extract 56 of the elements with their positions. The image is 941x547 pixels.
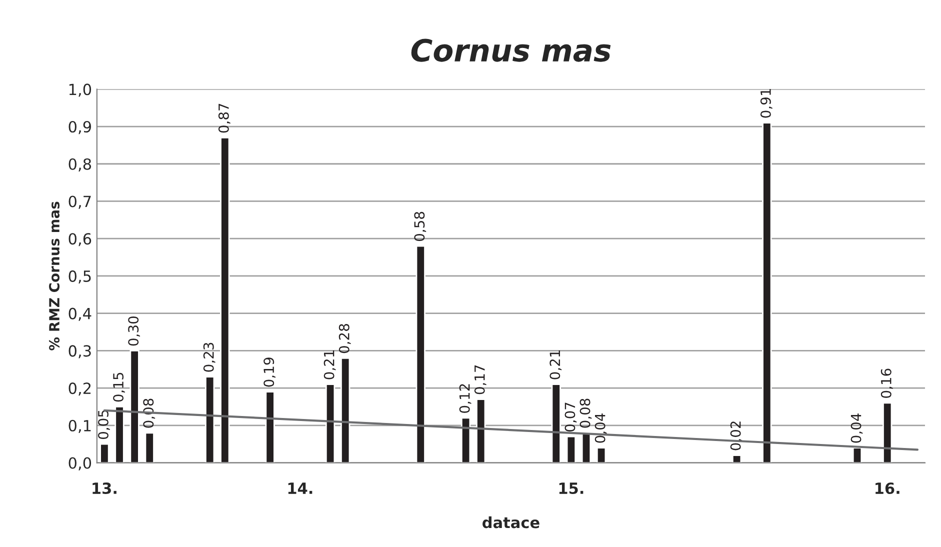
bar bbox=[852, 447, 862, 463]
x-axis-title: datace bbox=[482, 516, 540, 528]
y-axis-title: % RMZ Cornus mas bbox=[49, 202, 60, 350]
y-tick-label: 0,6 bbox=[68, 233, 92, 246]
data-label: 0,12 bbox=[459, 384, 472, 413]
bar bbox=[340, 357, 350, 463]
data-label: 0,58 bbox=[414, 212, 426, 241]
bar bbox=[130, 350, 140, 463]
y-tick-label: 0,2 bbox=[68, 382, 91, 396]
data-label: 0,21 bbox=[324, 350, 336, 380]
bar bbox=[882, 402, 892, 463]
data-label: 0,17 bbox=[474, 365, 486, 394]
bar bbox=[732, 454, 742, 463]
y-tick-label: 0,1 bbox=[68, 420, 91, 433]
data-label: 0,23 bbox=[203, 342, 216, 372]
x-tick-label: 16. bbox=[876, 482, 900, 494]
bar bbox=[144, 432, 154, 463]
x-tick-label: 13. bbox=[92, 482, 116, 494]
data-label: 0,15 bbox=[113, 372, 125, 402]
bar bbox=[220, 137, 230, 463]
data-label: 0,87 bbox=[218, 104, 230, 133]
data-label: 0,16 bbox=[880, 368, 893, 398]
bar bbox=[205, 376, 215, 463]
y-tick-label: 0,3 bbox=[68, 345, 91, 358]
y-tick-label: 0,4 bbox=[68, 308, 92, 321]
bar bbox=[325, 384, 336, 463]
y-tick-label: 0,7 bbox=[68, 196, 91, 209]
chart-title: Cornus mas bbox=[411, 38, 611, 62]
data-label: 0,30 bbox=[128, 316, 140, 346]
bar bbox=[476, 398, 486, 463]
y-tick-label: 0,8 bbox=[68, 158, 92, 172]
data-label: 0,04 bbox=[594, 414, 607, 443]
bar bbox=[566, 436, 576, 463]
data-label: 0,05 bbox=[98, 410, 110, 439]
bar bbox=[551, 384, 561, 463]
data-label: 0,08 bbox=[580, 398, 592, 428]
data-label: 0,21 bbox=[550, 350, 562, 380]
bar bbox=[416, 245, 426, 463]
data-label: 0,19 bbox=[264, 358, 276, 387]
bar bbox=[596, 447, 606, 463]
y-tick-label: 0,0 bbox=[68, 457, 92, 470]
data-label: 0,91 bbox=[760, 88, 772, 118]
bar bbox=[762, 122, 772, 463]
y-tick-label: 0,5 bbox=[68, 270, 91, 284]
data-label: 0,02 bbox=[730, 422, 742, 450]
data-label: 0,07 bbox=[564, 402, 577, 432]
bar bbox=[265, 391, 275, 463]
bar bbox=[100, 443, 110, 463]
bar bbox=[460, 417, 471, 463]
data-label: 0,04 bbox=[850, 414, 863, 443]
y-tick-label: 1,0 bbox=[69, 84, 92, 97]
x-tick-label: 15. bbox=[559, 482, 584, 494]
bar bbox=[114, 406, 124, 463]
x-tick-label: 14. bbox=[288, 482, 312, 494]
y-tick-label: 0,9 bbox=[68, 120, 91, 134]
data-label: 0,28 bbox=[338, 324, 351, 354]
